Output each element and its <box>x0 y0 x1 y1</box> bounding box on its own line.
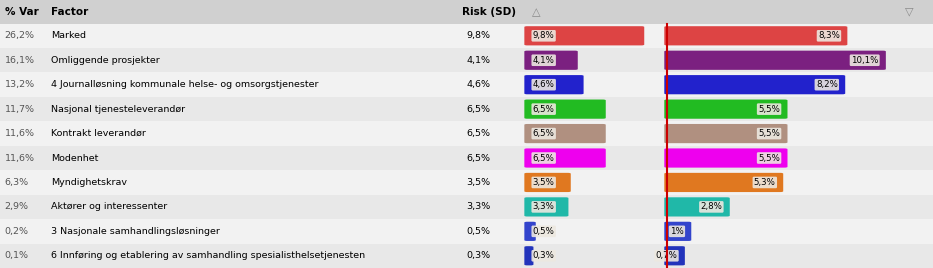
Text: 6,5%: 6,5% <box>466 129 491 138</box>
Text: 6,5%: 6,5% <box>533 105 554 114</box>
FancyBboxPatch shape <box>664 75 845 94</box>
FancyBboxPatch shape <box>664 173 783 192</box>
Text: 5,3%: 5,3% <box>754 178 775 187</box>
Text: 4 Journalløsning kommunale helse- og omsorgstjenester: 4 Journalløsning kommunale helse- og oms… <box>51 80 319 89</box>
FancyBboxPatch shape <box>524 124 606 143</box>
FancyBboxPatch shape <box>524 75 584 94</box>
FancyBboxPatch shape <box>664 26 847 45</box>
Text: 10,1%: 10,1% <box>851 56 878 65</box>
Text: Omliggende prosjekter: Omliggende prosjekter <box>51 56 160 65</box>
FancyBboxPatch shape <box>524 26 644 45</box>
FancyBboxPatch shape <box>524 222 536 241</box>
Text: 8,2%: 8,2% <box>815 80 838 89</box>
Text: Modenhet: Modenhet <box>51 154 99 162</box>
Text: 0,3%: 0,3% <box>466 251 491 260</box>
Text: 1%: 1% <box>670 227 684 236</box>
Text: 9,8%: 9,8% <box>466 31 491 40</box>
Text: 11,6%: 11,6% <box>5 154 35 162</box>
Text: 3,3%: 3,3% <box>533 202 554 211</box>
Text: 5,5%: 5,5% <box>759 105 780 114</box>
Text: 4,6%: 4,6% <box>466 80 491 89</box>
Text: Risk (SD): Risk (SD) <box>462 7 516 17</box>
Text: 0,5%: 0,5% <box>466 227 491 236</box>
Text: Nasjonal tjenesteleverandør: Nasjonal tjenesteleverandør <box>51 105 186 114</box>
Text: 0,7%: 0,7% <box>656 251 677 260</box>
FancyBboxPatch shape <box>664 148 787 168</box>
Text: 6,5%: 6,5% <box>533 129 554 138</box>
FancyBboxPatch shape <box>524 246 534 265</box>
Text: Aktører og interessenter: Aktører og interessenter <box>51 202 168 211</box>
FancyBboxPatch shape <box>0 72 933 97</box>
FancyBboxPatch shape <box>0 121 933 146</box>
Text: 6,3%: 6,3% <box>5 178 29 187</box>
FancyBboxPatch shape <box>664 99 787 119</box>
Text: 16,1%: 16,1% <box>5 56 35 65</box>
Text: △: △ <box>532 7 540 17</box>
Text: Kontrakt leverandør: Kontrakt leverandør <box>51 129 146 138</box>
Text: 4,1%: 4,1% <box>533 56 554 65</box>
Text: 0,5%: 0,5% <box>533 227 554 236</box>
FancyBboxPatch shape <box>524 51 578 70</box>
Text: 5,5%: 5,5% <box>759 154 780 162</box>
FancyBboxPatch shape <box>0 24 933 48</box>
Text: 26,2%: 26,2% <box>5 31 35 40</box>
FancyBboxPatch shape <box>664 197 730 217</box>
FancyBboxPatch shape <box>0 170 933 195</box>
Text: 3,5%: 3,5% <box>466 178 491 187</box>
FancyBboxPatch shape <box>524 173 571 192</box>
FancyBboxPatch shape <box>0 48 933 72</box>
Text: Factor: Factor <box>51 7 89 17</box>
FancyBboxPatch shape <box>0 146 933 170</box>
Text: 13,2%: 13,2% <box>5 80 35 89</box>
FancyBboxPatch shape <box>524 197 568 217</box>
Text: Marked: Marked <box>51 31 87 40</box>
Text: ▽: ▽ <box>905 7 913 17</box>
Text: 6 Innføring og etablering av samhandling spesialisthelsetjenesten: 6 Innføring og etablering av samhandling… <box>51 251 366 260</box>
FancyBboxPatch shape <box>664 124 787 143</box>
Text: 11,6%: 11,6% <box>5 129 35 138</box>
Text: 0,3%: 0,3% <box>533 251 554 260</box>
FancyBboxPatch shape <box>0 0 933 24</box>
Text: Myndighetskrav: Myndighetskrav <box>51 178 127 187</box>
FancyBboxPatch shape <box>0 219 933 244</box>
FancyBboxPatch shape <box>0 195 933 219</box>
FancyBboxPatch shape <box>664 246 685 265</box>
Text: 0,2%: 0,2% <box>5 227 29 236</box>
FancyBboxPatch shape <box>0 97 933 121</box>
Text: 11,7%: 11,7% <box>5 105 35 114</box>
Text: 9,8%: 9,8% <box>533 31 554 40</box>
Text: 2,9%: 2,9% <box>5 202 29 211</box>
Text: 8,3%: 8,3% <box>818 31 840 40</box>
Text: 4,1%: 4,1% <box>466 56 491 65</box>
Text: 3,3%: 3,3% <box>466 202 491 211</box>
FancyBboxPatch shape <box>0 244 933 268</box>
Text: % Var: % Var <box>5 7 38 17</box>
Text: 0,1%: 0,1% <box>5 251 29 260</box>
Text: 4,6%: 4,6% <box>533 80 554 89</box>
FancyBboxPatch shape <box>524 99 606 119</box>
FancyBboxPatch shape <box>664 51 885 70</box>
Text: 3,5%: 3,5% <box>533 178 554 187</box>
Text: 2,8%: 2,8% <box>701 202 722 211</box>
Text: 6,5%: 6,5% <box>466 154 491 162</box>
FancyBboxPatch shape <box>524 148 606 168</box>
FancyBboxPatch shape <box>664 222 691 241</box>
Text: 5,5%: 5,5% <box>759 129 780 138</box>
Text: 3 Nasjonale samhandlingsløsninger: 3 Nasjonale samhandlingsløsninger <box>51 227 220 236</box>
Text: 6,5%: 6,5% <box>533 154 554 162</box>
Text: 6,5%: 6,5% <box>466 105 491 114</box>
